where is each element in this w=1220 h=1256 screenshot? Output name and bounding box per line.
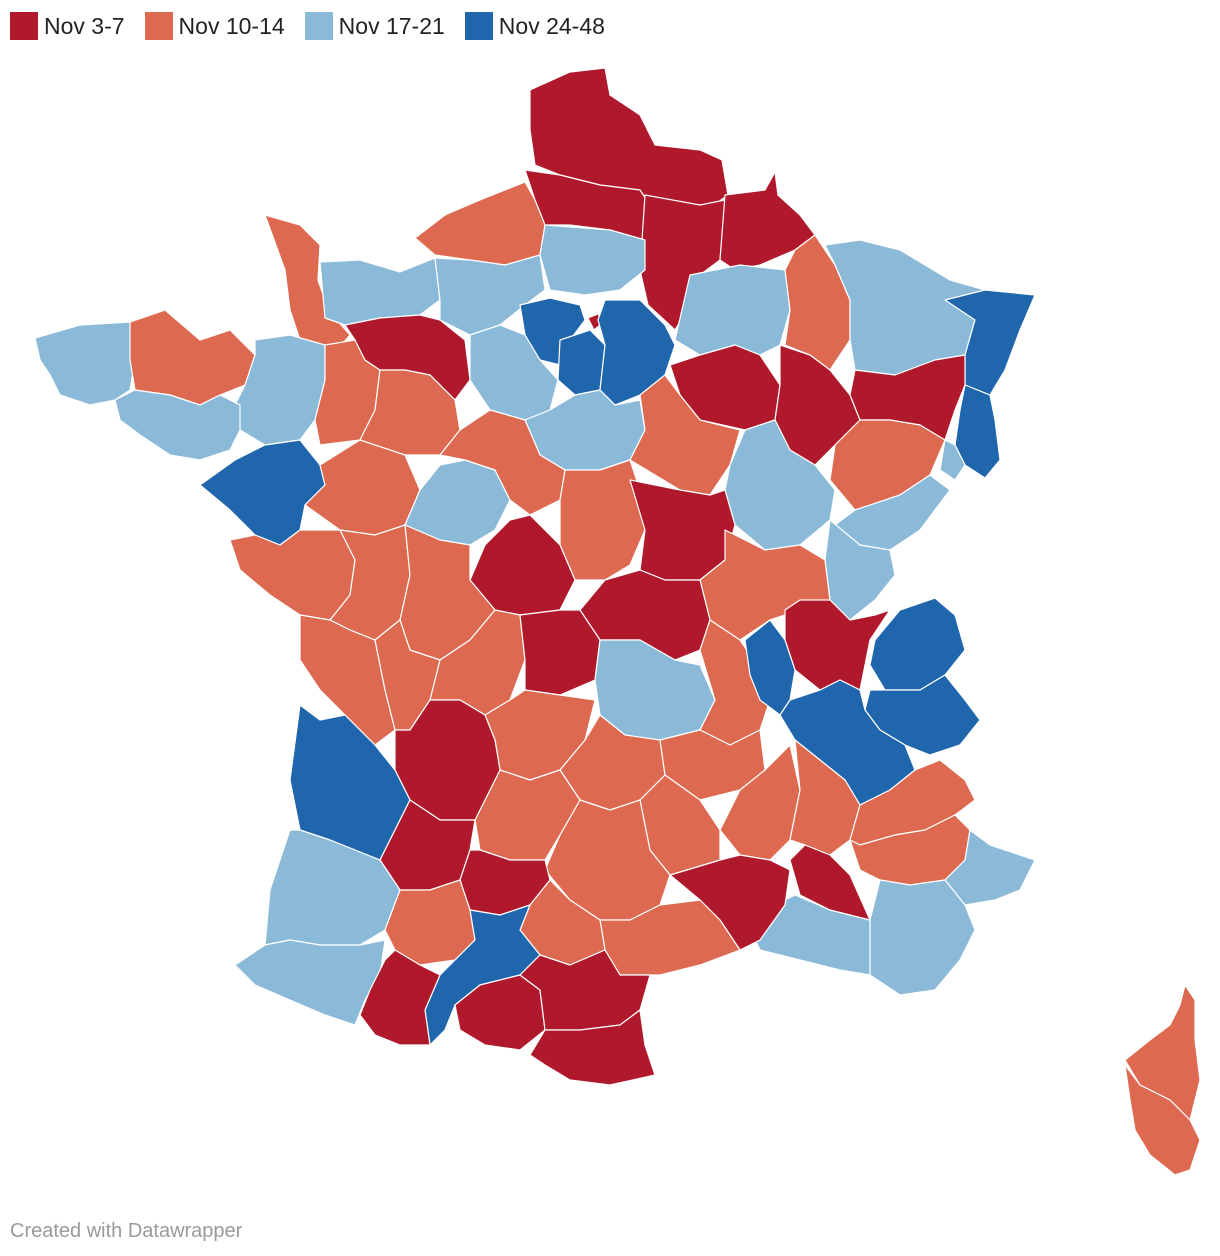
- legend-label: Nov 3-7: [44, 13, 125, 39]
- legend-item-nov-17-21: Nov 17-21: [304, 12, 445, 40]
- region-var: [869, 879, 976, 996]
- region-vaucluse: [789, 844, 871, 921]
- region-vendee: [229, 529, 356, 621]
- region-cher: [559, 459, 646, 581]
- legend-item-nov-24-48: Nov 24-48: [464, 12, 605, 40]
- region-calvados: [319, 257, 441, 326]
- region-seine-maritime: [414, 181, 546, 266]
- legend-swatch-nov-24-48: [464, 12, 493, 40]
- region-cotes-darmor: [129, 309, 256, 406]
- legend-swatch-nov-17-21: [304, 12, 333, 40]
- region-corse-du-sud: [1124, 1064, 1201, 1176]
- region-bas-rhin: [944, 289, 1036, 396]
- region-vosges: [849, 354, 966, 441]
- region-essonne: [557, 329, 606, 396]
- footer-credit: Created with Datawrapper: [10, 1220, 243, 1242]
- region-morbihan: [114, 389, 241, 461]
- region-yonne: [629, 374, 741, 496]
- region-haut-rhin: [954, 384, 1001, 479]
- region-maine-et-loire: [304, 439, 421, 536]
- legend-swatch-nov-10-14: [144, 12, 173, 40]
- region-cote-dor: [724, 419, 836, 551]
- region-pyrenees-orientales: [529, 1009, 656, 1086]
- legend-item-nov-10-14: Nov 10-14: [144, 12, 285, 40]
- legend-label: Nov 10-14: [178, 13, 285, 39]
- region-haute-savoie: [869, 597, 966, 691]
- region-marne: [674, 264, 791, 356]
- region-oise: [539, 224, 646, 296]
- region-creuse: [519, 609, 601, 696]
- legend-swatch-nov-3-7: [10, 12, 38, 40]
- region-loire-atlantique: [199, 439, 326, 546]
- legend-label: Nov 24-48: [498, 13, 605, 39]
- region-finistere: [34, 321, 136, 406]
- region-belfort: [939, 439, 966, 481]
- region-hautes-pyrenees: [359, 949, 441, 1046]
- region-aude: [519, 949, 651, 1031]
- region-manche: [264, 214, 351, 359]
- region-drome: [789, 739, 861, 856]
- region-eure-et-loir: [469, 324, 559, 421]
- legend: Nov 3-7 Nov 10-14 Nov 17-21 Nov 24-48: [10, 12, 605, 40]
- legend-label: Nov 17-21: [338, 13, 445, 39]
- legend-item-nov-3-7: Nov 3-7: [10, 12, 125, 40]
- region-loire: [699, 619, 771, 746]
